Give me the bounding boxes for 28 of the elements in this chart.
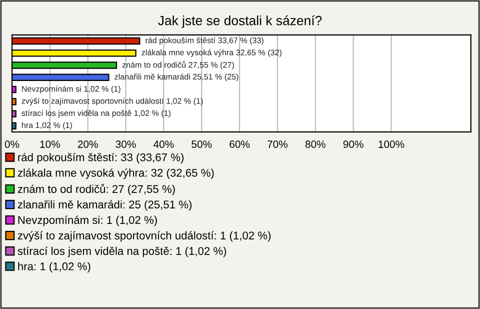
x-tick-label: 70% xyxy=(268,140,288,148)
x-tick-label: 60% xyxy=(230,140,250,148)
legend-label: stírací los jsem viděla na poště: 1 (1,02 %) xyxy=(18,246,226,258)
chart-title: Jak jste se dostali k sázení? xyxy=(158,15,322,28)
data-label: zlákala mne vysoká výhra 32,65 % (32) xyxy=(142,49,282,57)
legend-label: zlákala mne vysoká výhra: 32 (32,65 %) xyxy=(18,168,214,179)
x-tick-label: 40% xyxy=(154,140,174,148)
legend-label: Nevzpomínám si: 1 (1,02 %) xyxy=(18,216,157,226)
data-label: hra 1,02 % (1) xyxy=(22,122,72,130)
data-label: zlanařili mě kamarádi 25,51 % (25) xyxy=(114,74,238,82)
x-tick-label: 80% xyxy=(305,140,326,148)
x-tick-label: 90% xyxy=(343,140,364,148)
data-label: znám to od rodičů 27,55 % (27) xyxy=(122,61,234,70)
x-tick-label: 100% xyxy=(378,140,404,148)
legend-label: zvýší to zajímavost sportovních událostí: 1 (1,02 %) xyxy=(18,231,271,242)
legend-label: rád pokouším štěstí: 33 (33,67 %) xyxy=(18,152,184,164)
legend-label: znám to od rodičů: 27 (27,55 %) xyxy=(18,184,175,196)
x-tick-label: 30% xyxy=(116,140,136,148)
data-label: Nevzpomínám si 1,02 % (1) xyxy=(22,86,120,94)
legend-label: zlanařili mě kamarádi: 25 (25,51 %) xyxy=(18,200,192,211)
x-tick-label: 50% xyxy=(192,140,212,148)
data-label: stírací los jsem viděla na poště 1,02 % (1) xyxy=(22,110,170,118)
data-label: zvýší to zajímavost sportovních událostí 1,02 % (1) xyxy=(22,98,203,106)
x-tick-label: 20% xyxy=(78,140,98,148)
x-tick-label: 0% xyxy=(4,140,20,148)
data-label: rád pokouším štěstí 33,67 % (33) xyxy=(146,37,264,45)
x-tick-label: 10% xyxy=(40,140,60,148)
legend-label: hra: 1 (1,02 %) xyxy=(18,262,90,272)
